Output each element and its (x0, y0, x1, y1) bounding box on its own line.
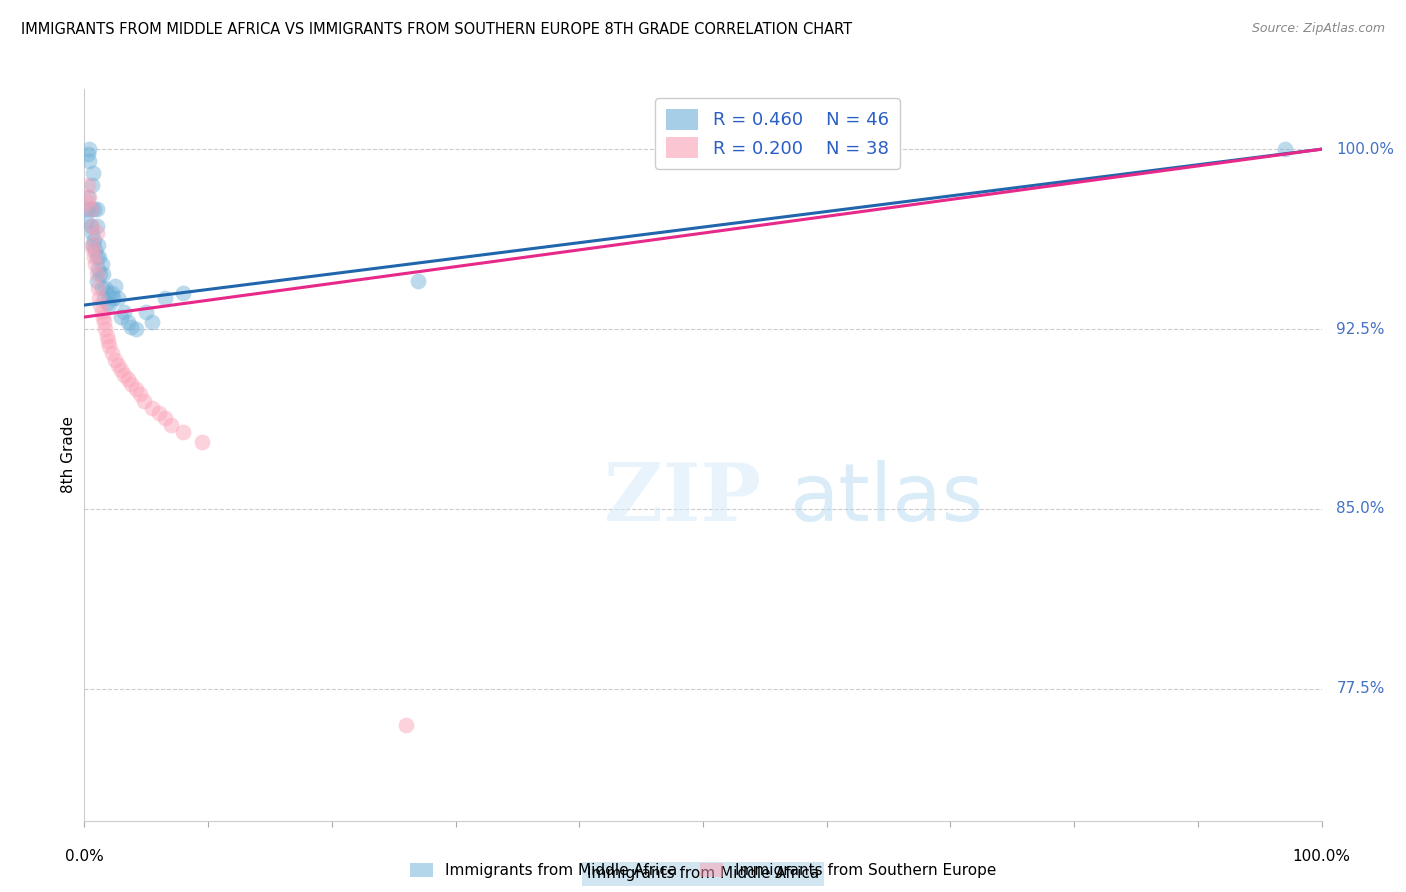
Point (94, 281, 117, 295)
Text: atlas: atlas (790, 459, 984, 538)
Point (79, 190, 101, 204)
Text: 85.0%: 85.0% (1337, 501, 1385, 516)
Point (96, 295, 118, 310)
Text: ZIP: ZIP (605, 459, 761, 538)
Point (93, 291, 115, 305)
Point (112, 305, 135, 319)
Point (79, 154, 101, 169)
Text: 100.0%: 100.0% (1292, 849, 1351, 864)
Point (86, 226, 108, 240)
Point (104, 353, 127, 368)
Point (76, 202, 98, 216)
Point (98, 339, 121, 353)
Point (80, 178, 103, 193)
Point (89, 267, 111, 281)
Point (82, 166, 104, 180)
Point (153, 410, 176, 425)
Point (93, 315, 115, 329)
Y-axis label: 8th Grade: 8th Grade (60, 417, 76, 493)
Point (107, 358, 129, 372)
Point (83, 233, 105, 247)
Point (89, 298, 111, 312)
Point (86, 202, 108, 216)
Point (129, 386, 152, 401)
Point (110, 363, 132, 377)
Point (77, 190, 100, 204)
Text: 77.5%: 77.5% (1337, 681, 1385, 697)
Point (82, 238, 104, 252)
Point (96, 329, 118, 343)
Point (79, 142, 101, 156)
Point (79, 219, 101, 233)
Point (94, 322, 117, 336)
Point (80, 219, 103, 233)
Point (408, 274, 430, 288)
Point (100, 346, 122, 360)
Point (86, 267, 108, 281)
Point (132, 394, 155, 409)
Point (148, 406, 170, 420)
Point (89, 250, 111, 264)
Point (84, 257, 107, 271)
Point (91, 310, 114, 324)
Point (87, 238, 110, 252)
Text: 0.0%: 0.0% (65, 849, 104, 864)
Point (135, 305, 157, 319)
Point (76, 194, 98, 209)
Point (90, 257, 112, 271)
Point (84, 243, 107, 257)
Text: Source: ZipAtlas.com: Source: ZipAtlas.com (1251, 22, 1385, 36)
Point (86, 274, 108, 288)
Point (83, 250, 105, 264)
Point (125, 382, 148, 396)
Point (172, 286, 194, 301)
Point (1274, 142, 1296, 156)
Point (90, 281, 112, 295)
Point (77, 178, 100, 193)
Point (191, 434, 214, 449)
Point (125, 322, 148, 336)
Text: Immigrants from Middle Africa: Immigrants from Middle Africa (586, 866, 820, 881)
Point (97, 286, 120, 301)
Point (86, 219, 108, 233)
Point (83, 202, 105, 216)
Point (100, 286, 122, 301)
Point (79, 202, 101, 216)
Point (77, 147, 100, 161)
Point (89, 291, 111, 305)
Legend: R = 0.460    N = 46, R = 0.200    N = 38: R = 0.460 N = 46, R = 0.200 N = 38 (655, 98, 900, 169)
Point (101, 291, 124, 305)
Point (80, 238, 103, 252)
Text: IMMIGRANTS FROM MIDDLE AFRICA VS IMMIGRANTS FROM SOUTHERN EUROPE 8TH GRADE CORRE: IMMIGRANTS FROM MIDDLE AFRICA VS IMMIGRA… (21, 22, 852, 37)
Point (395, 717, 418, 731)
Point (117, 315, 139, 329)
Point (104, 278, 127, 293)
Point (107, 291, 129, 305)
Text: 92.5%: 92.5% (1337, 321, 1385, 336)
Point (91, 267, 114, 281)
Point (87, 281, 110, 295)
Point (86, 250, 108, 264)
Legend: Immigrants from Middle Africa, Immigrants from Southern Europe: Immigrants from Middle Africa, Immigrant… (404, 857, 1002, 884)
Point (98, 298, 121, 312)
Point (141, 315, 163, 329)
Point (117, 372, 139, 386)
Point (90, 305, 112, 319)
Point (153, 291, 176, 305)
Point (120, 319, 142, 334)
Point (75, 214, 97, 228)
Point (120, 377, 142, 392)
Point (172, 425, 194, 439)
Point (80, 226, 103, 240)
Point (82, 243, 104, 257)
Point (141, 401, 163, 416)
Point (79, 202, 101, 216)
Point (97, 334, 120, 348)
Point (112, 368, 135, 382)
Point (160, 417, 183, 432)
Point (110, 310, 132, 324)
Text: 100.0%: 100.0% (1337, 142, 1395, 157)
Point (87, 262, 110, 277)
